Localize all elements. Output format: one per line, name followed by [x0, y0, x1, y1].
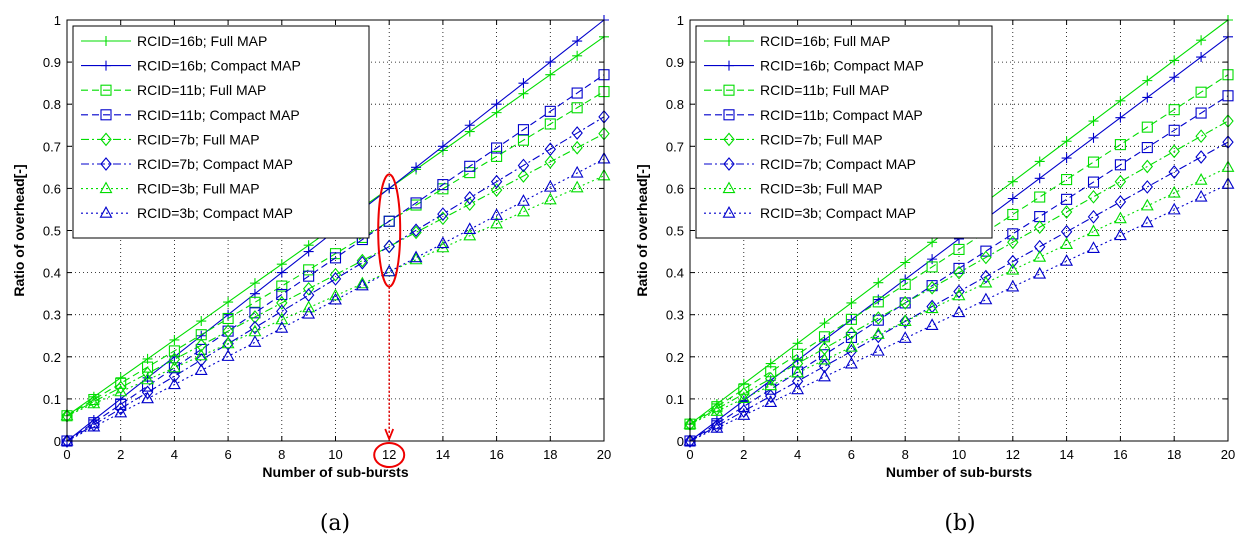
- legend-label: RCID=7b; Full MAP: [760, 131, 883, 147]
- x-tick-label: 4: [171, 447, 178, 462]
- x-axis-label: Number of sub-bursts: [262, 464, 408, 480]
- x-tick-label: 10: [328, 447, 342, 462]
- y-tick-label: 0.2: [666, 350, 684, 365]
- legend-label: RCID=16b; Full MAP: [137, 33, 267, 49]
- legend-label: RCID=16b; Compact MAP: [760, 58, 924, 74]
- y-tick-label: 0.8: [43, 97, 61, 112]
- x-tick-label: 20: [1221, 447, 1235, 462]
- legend: RCID=16b; Full MAP RCID=16b; Compact MAP R…: [73, 26, 369, 238]
- x-tick-label: 4: [794, 447, 801, 462]
- x-tick-label: 16: [1113, 447, 1127, 462]
- y-tick-label: 0.5: [666, 224, 684, 239]
- legend-label: RCID=11b; Compact MAP: [137, 107, 300, 123]
- legend-label: RCID=7b; Full MAP: [137, 131, 260, 147]
- legend-label: RCID=16b; Compact MAP: [137, 58, 301, 74]
- y-tick-label: 0.3: [43, 308, 61, 323]
- legend-label: RCID=11b; Compact MAP: [760, 107, 923, 123]
- x-tick-label: 2: [117, 447, 124, 462]
- legend-label: RCID=3b; Compact MAP: [137, 205, 293, 221]
- x-axis-label: Number of sub-bursts: [886, 464, 1032, 480]
- x-tick-label: 14: [1059, 447, 1073, 462]
- x-tick-label: 10: [952, 447, 966, 462]
- y-tick-label: 0.5: [43, 224, 61, 239]
- x-tick-label: 12: [1006, 447, 1020, 462]
- x-tick-label: 8: [902, 447, 909, 462]
- x-tick-label: 0: [63, 447, 70, 462]
- x-tick-label: 6: [224, 447, 231, 462]
- y-tick-label: 0: [677, 434, 684, 449]
- legend-label: RCID=3b; Compact MAP: [760, 205, 916, 221]
- y-tick-label: 0.1: [43, 392, 61, 407]
- y-tick-label: 0.2: [43, 350, 61, 365]
- x-tick-label: 18: [543, 447, 557, 462]
- x-tick-label: 12: [382, 447, 396, 462]
- y-tick-label: 0.7: [666, 139, 684, 154]
- y-tick-label: 0.4: [43, 266, 61, 281]
- y-tick-label: 1: [54, 13, 61, 28]
- x-tick-label: 20: [597, 447, 611, 462]
- y-tick-label: 0.7: [43, 139, 61, 154]
- y-tick-label: 0.1: [666, 392, 684, 407]
- y-tick-label: 0.9: [43, 55, 61, 70]
- x-tick-label: 16: [489, 447, 503, 462]
- y-tick-label: 0.9: [666, 55, 684, 70]
- x-tick-label: 6: [848, 447, 855, 462]
- y-tick-label: 0.6: [666, 181, 684, 196]
- y-tick-label: 0: [54, 434, 61, 449]
- legend-label: RCID=3b; Full MAP: [760, 181, 883, 197]
- y-tick-label: 0.8: [666, 97, 684, 112]
- legend-label: RCID=11b; Full MAP: [137, 82, 266, 98]
- x-tick-label: 18: [1167, 447, 1181, 462]
- legend-label: RCID=16b; Full MAP: [760, 33, 890, 49]
- x-tick-label: 0: [686, 447, 693, 462]
- figure-caption: (a): [320, 511, 350, 536]
- y-tick-label: 1: [677, 13, 684, 28]
- chart-a: 0 2 4 6 8 10 12 14 16 18 20 0 0.1 0.2 0.3 0.4 0.5 0.6 0.7 0…: [11, 13, 611, 536]
- legend-label: RCID=7b; Compact MAP: [760, 156, 916, 172]
- legend: RCID=16b; Full MAP RCID=16b; Compact MAP R…: [696, 26, 992, 238]
- chart-b: 0 2 4 6 8 10 12 14 16 18 20 0 0.1 0.2 0.3 0.4 0.5 0.6 0.7 0…: [634, 13, 1235, 536]
- y-axis-label: Ratio of overhead[-]: [11, 164, 27, 296]
- figure-caption: (b): [944, 511, 975, 536]
- x-tick-label: 8: [278, 447, 285, 462]
- legend-label: RCID=3b; Full MAP: [137, 181, 260, 197]
- legend-label: RCID=7b; Compact MAP: [137, 156, 293, 172]
- x-tick-label: 2: [740, 447, 747, 462]
- y-tick-label: 0.4: [666, 266, 684, 281]
- x-tick-label: 14: [436, 447, 450, 462]
- y-tick-label: 0.3: [666, 308, 684, 323]
- y-tick-label: 0.6: [43, 181, 61, 196]
- y-axis-label: Ratio of overhead[-]: [634, 164, 650, 296]
- legend-label: RCID=11b; Full MAP: [760, 82, 889, 98]
